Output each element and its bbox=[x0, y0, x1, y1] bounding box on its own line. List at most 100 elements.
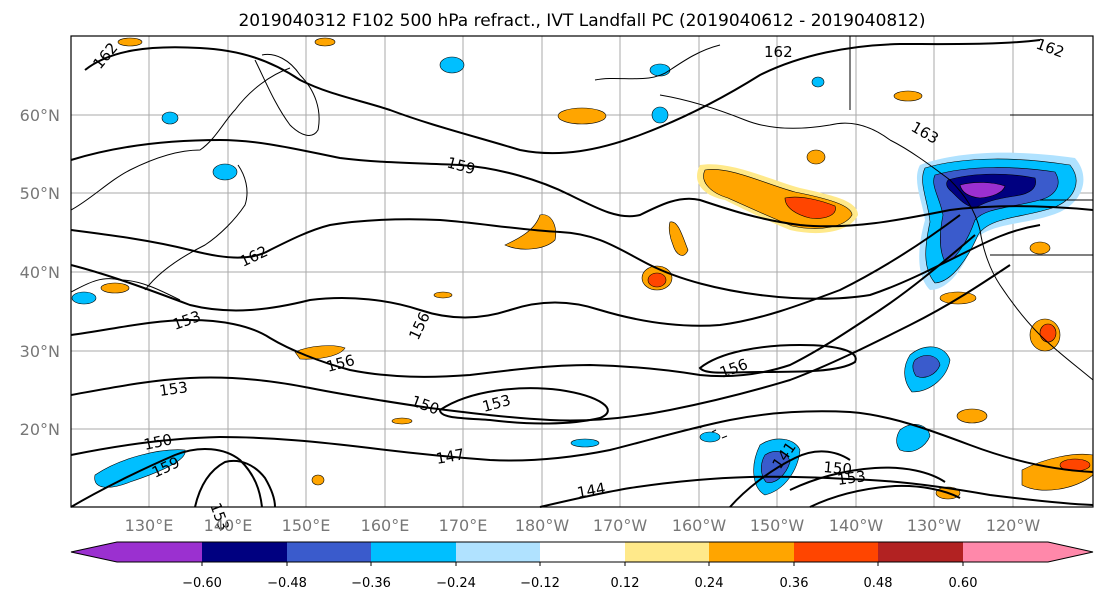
longitude-label: 140°E bbox=[204, 516, 253, 535]
contour-label: 150 bbox=[823, 458, 853, 478]
colorbar-tick-label: 0.48 bbox=[864, 576, 893, 591]
colorbar-extend-min bbox=[71, 542, 117, 562]
colorbar bbox=[70, 541, 1094, 566]
fill-pos-red-6 bbox=[1039, 323, 1057, 343]
contour-147 bbox=[70, 410, 1094, 473]
colorbar-segment bbox=[117, 542, 202, 562]
gridlines bbox=[71, 36, 1093, 507]
contour-141 bbox=[729, 450, 851, 508]
fill-neg-small-3 bbox=[649, 63, 671, 77]
colorbar-segment bbox=[709, 542, 794, 562]
fill-pos-orange-17 bbox=[391, 417, 413, 425]
colorbar-tick-label: 0.24 bbox=[695, 576, 724, 591]
coast-borders bbox=[849, 36, 1093, 256]
fill-pos-orange-12 bbox=[314, 37, 336, 47]
colorbar-tick-label: −0.60 bbox=[182, 576, 222, 591]
longitude-label: 150°E bbox=[282, 516, 331, 535]
coast-alaska bbox=[594, 44, 891, 141]
colorbar-segment bbox=[625, 542, 709, 562]
fill-neg-blue-south bbox=[761, 451, 791, 483]
contour-156-closed bbox=[698, 343, 857, 374]
fill-pos-orange-11 bbox=[893, 90, 923, 102]
longitude-label: 160°W bbox=[672, 516, 727, 535]
colorbar-tick-label: −0.48 bbox=[267, 576, 307, 591]
contour-label: 147 bbox=[435, 445, 466, 468]
coast-japan bbox=[144, 164, 248, 291]
fill-pos-orange-16 bbox=[806, 149, 826, 165]
fill-pos-orange-8 bbox=[956, 408, 988, 424]
contour-159 bbox=[70, 138, 1094, 228]
colorbar-tick-label: 0.36 bbox=[780, 576, 809, 591]
fill-pos-red-gulf bbox=[784, 196, 836, 219]
longitude-label: 180°W bbox=[515, 516, 570, 535]
contour-150 bbox=[70, 264, 1011, 422]
colorbar-tick-label: 0.60 bbox=[949, 576, 978, 591]
contour-159-sw bbox=[70, 448, 263, 508]
fill-pos-orange-18 bbox=[311, 474, 325, 486]
fill-pos-orange-19 bbox=[433, 291, 453, 299]
contour-label: 153 bbox=[836, 467, 867, 489]
longitude-label: 130°W bbox=[907, 516, 962, 535]
fill-pos-orange-4 bbox=[557, 107, 607, 125]
fill-neg-blue-hawaii-ne bbox=[912, 355, 941, 378]
map-border bbox=[70, 35, 1094, 508]
colorbar-tick-label: 0.12 bbox=[611, 576, 640, 591]
fill-pos-orange-1 bbox=[504, 214, 557, 250]
colorbar-ticks: −0.60 −0.48 −0.36 −0.24 −0.12 0.12 0.24 … bbox=[182, 576, 977, 591]
fill-pos-orange-13 bbox=[117, 37, 143, 47]
contour-162-west bbox=[70, 218, 1041, 300]
latitude-label: 50°N bbox=[20, 184, 60, 203]
coast-kamchatka bbox=[254, 53, 320, 136]
latitude-label: 20°N bbox=[20, 420, 60, 439]
latitude-axis: 60°N 50°N 40°N 30°N 20°N bbox=[20, 106, 60, 439]
fill-neg-small-2 bbox=[439, 56, 465, 74]
longitude-label: 120°W bbox=[986, 516, 1041, 535]
latitude-label: 60°N bbox=[20, 106, 60, 125]
fill-neg-small-4 bbox=[651, 106, 669, 124]
colorbar-segment bbox=[287, 542, 371, 562]
contour-label: 162 bbox=[764, 43, 793, 61]
colorbar-segment bbox=[456, 542, 540, 562]
colorbar-segment bbox=[878, 542, 963, 562]
fill-neg-small-8 bbox=[811, 76, 825, 88]
contour-153-upper bbox=[70, 234, 976, 378]
colorbar-tick-label: −0.24 bbox=[436, 576, 476, 591]
longitude-label: 130°E bbox=[125, 516, 174, 535]
fill-pos-orange-15 bbox=[1029, 241, 1051, 255]
fill-neg-small-5 bbox=[161, 111, 179, 125]
coast-na-west bbox=[889, 139, 1094, 381]
contour-label: 150 bbox=[142, 430, 174, 454]
fill-neg-purple-westcoast bbox=[959, 182, 1006, 199]
latitude-label: 30°N bbox=[20, 342, 60, 361]
figure-title: 2019040312 F102 500 hPa refract., IVT La… bbox=[238, 11, 925, 31]
fill-pos-orange-14 bbox=[100, 282, 130, 294]
colorbar-segment bbox=[963, 542, 1048, 562]
colorbar-segment bbox=[371, 542, 456, 562]
contour-label: 144 bbox=[576, 479, 607, 502]
contour-153-sw bbox=[194, 459, 276, 508]
colorbar-segment bbox=[794, 542, 878, 562]
contour-153-south bbox=[809, 484, 961, 508]
fill-neg-cyan-south2 bbox=[896, 424, 931, 452]
contour-153-closed bbox=[438, 387, 609, 425]
fill-neg-small-1 bbox=[212, 163, 238, 181]
contour-162-north bbox=[84, 39, 1041, 155]
fill-neg-small-9 bbox=[699, 431, 721, 443]
refractivity-contours bbox=[70, 39, 1094, 508]
fill-pos-red-3 bbox=[647, 272, 667, 288]
colorbar-segment bbox=[540, 542, 625, 562]
longitude-label: 150°W bbox=[750, 516, 805, 535]
fill-neg-small-7 bbox=[570, 438, 600, 448]
latitude-label: 40°N bbox=[20, 263, 60, 282]
colorbar-segment bbox=[202, 542, 287, 562]
fill-neg-small-6 bbox=[71, 291, 97, 305]
map-panel: 162 162 159 162 163 153 156 156 153 150 … bbox=[70, 35, 1094, 533]
contour-156-upper bbox=[70, 214, 961, 327]
longitude-label: 160°E bbox=[361, 516, 410, 535]
contour-150-south bbox=[789, 466, 946, 491]
fill-pos-orange-2 bbox=[668, 221, 689, 256]
colorbar-outline bbox=[70, 541, 1094, 563]
longitude-label: 170°W bbox=[593, 516, 648, 535]
